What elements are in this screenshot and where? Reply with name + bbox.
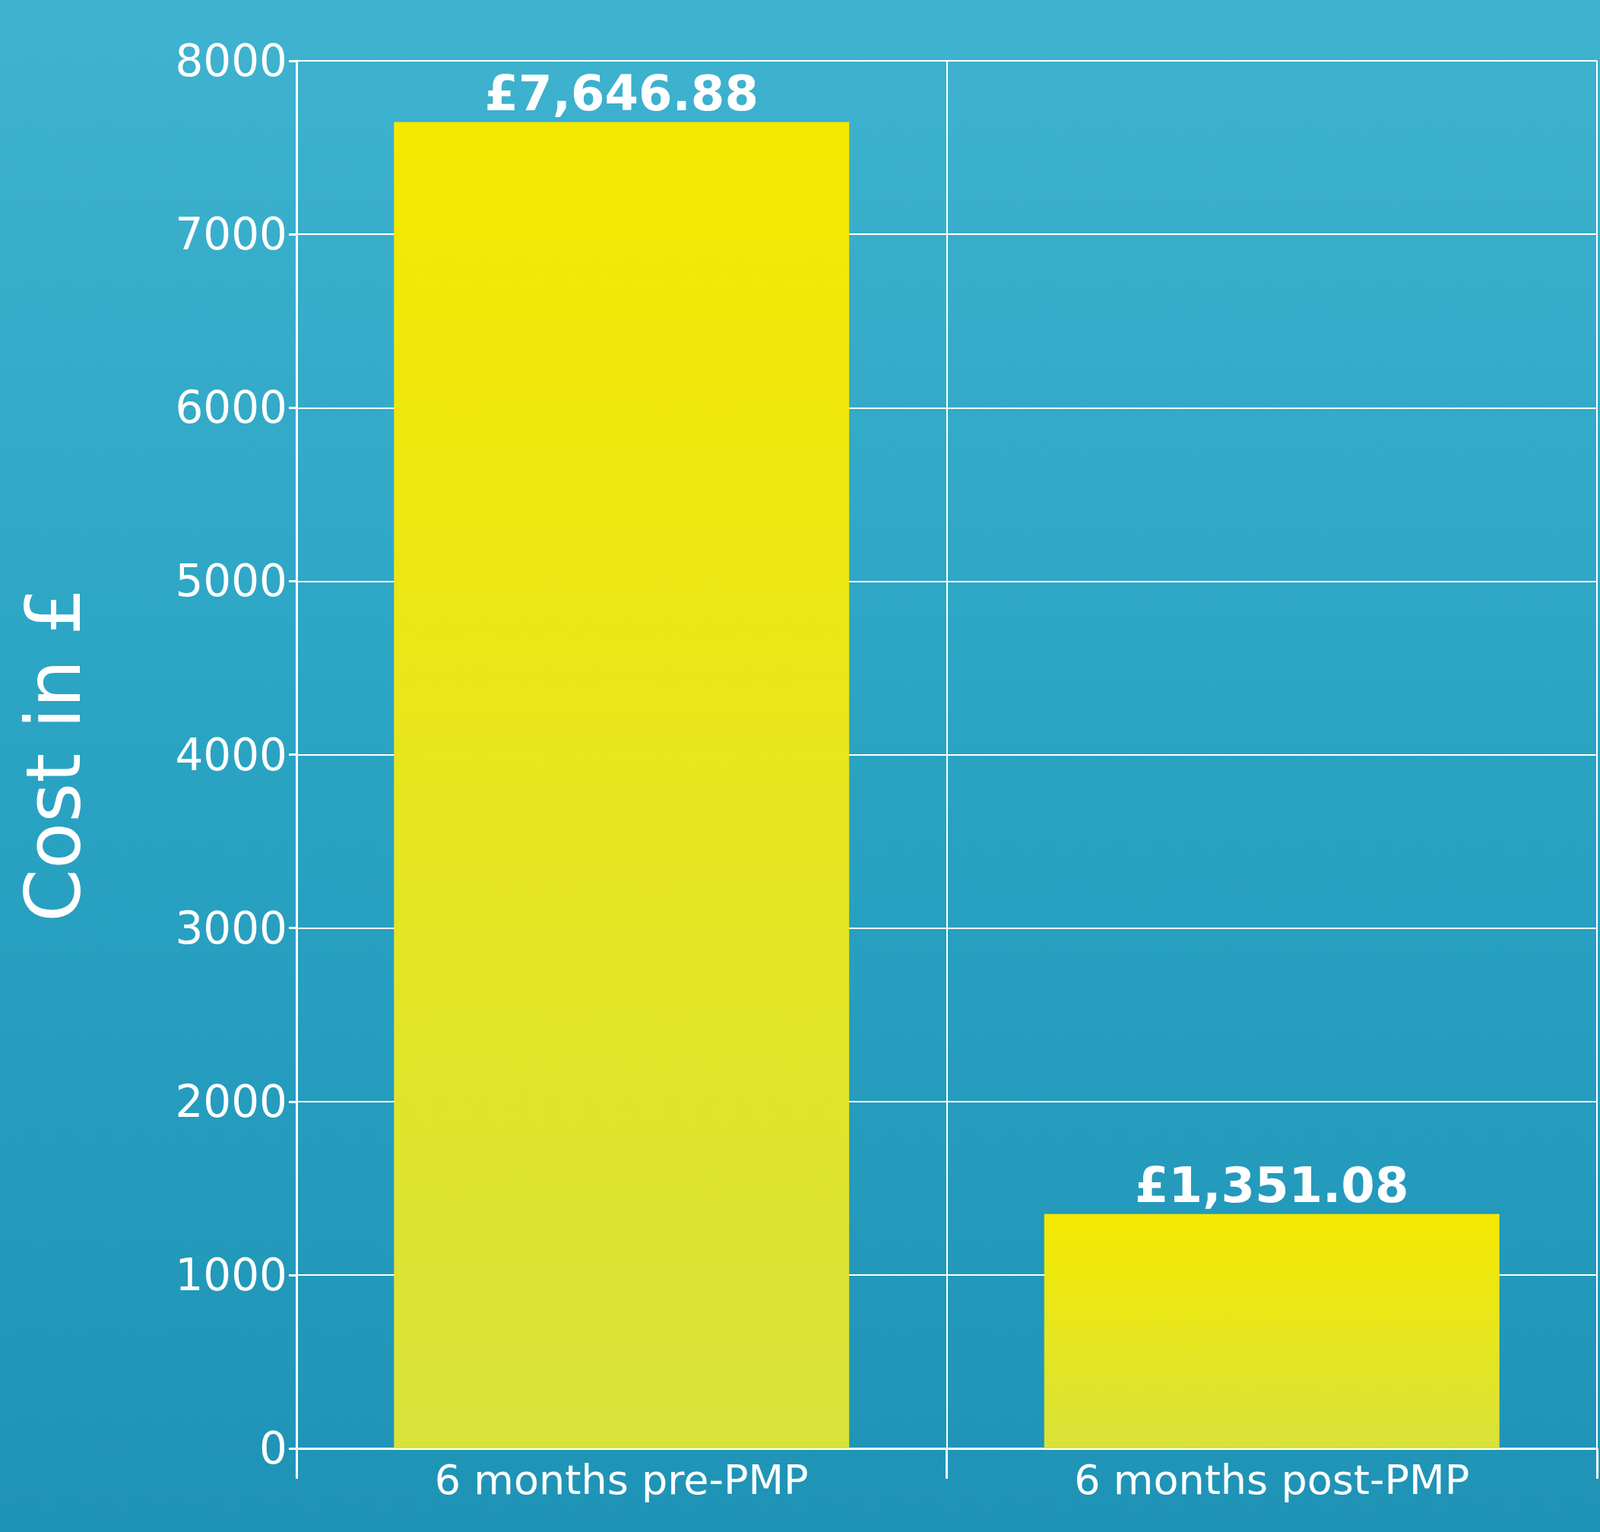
svg-text:6000: 6000 [174, 381, 288, 434]
svg-text:Cost in £: Cost in £ [9, 586, 99, 922]
svg-text:4000: 4000 [174, 728, 288, 781]
svg-text:6 months pre-PMP: 6 months pre-PMP [434, 1455, 809, 1504]
svg-text:3000: 3000 [174, 902, 288, 954]
svg-text:6 months post-PMP: 6 months post-PMP [1074, 1455, 1470, 1504]
svg-text:£7,646.88: £7,646.88 [484, 65, 759, 122]
svg-text:8000: 8000 [174, 34, 288, 87]
svg-text:7000: 7000 [174, 208, 288, 260]
svg-text:2000: 2000 [174, 1075, 288, 1128]
svg-text:5000: 5000 [174, 554, 288, 607]
svg-text:£1,351.08: £1,351.08 [1134, 1156, 1409, 1214]
svg-text:1000: 1000 [174, 1248, 288, 1301]
svg-text:0: 0 [259, 1422, 288, 1474]
